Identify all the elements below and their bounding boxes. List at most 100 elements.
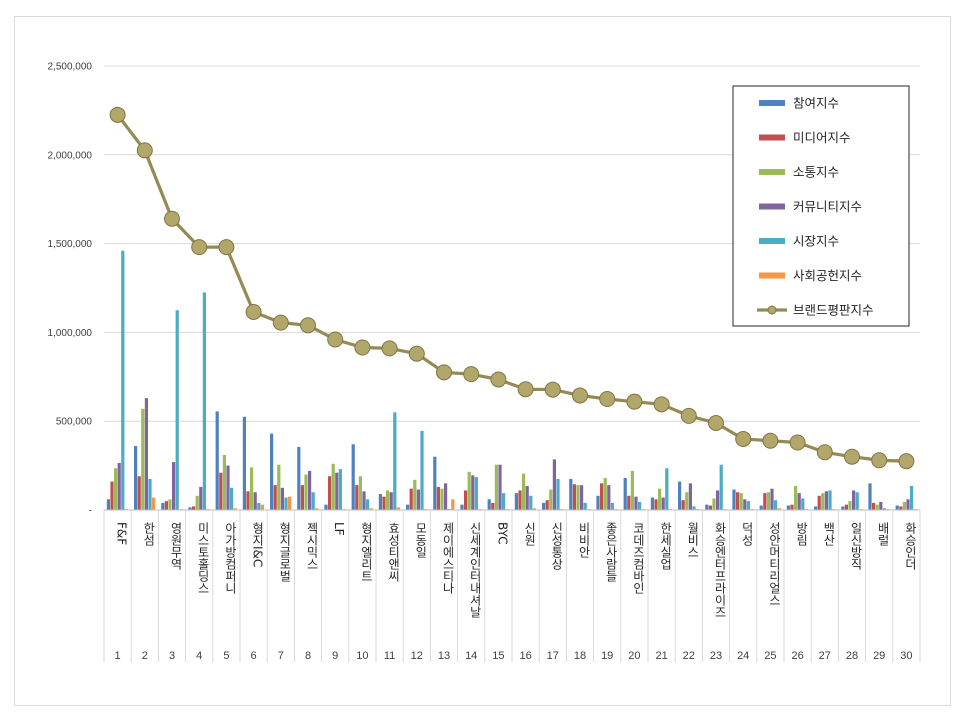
bar xyxy=(389,492,393,510)
legend-swatch xyxy=(759,169,785,175)
bar xyxy=(406,504,410,510)
bar xyxy=(141,408,145,510)
line-point xyxy=(544,381,561,398)
bar xyxy=(607,485,611,510)
rank-label: 14 xyxy=(465,650,477,662)
bar xyxy=(692,506,696,510)
category-label: 화승엔터프라이즈 xyxy=(713,522,727,618)
rank-label: 20 xyxy=(628,650,640,662)
bar xyxy=(335,472,339,510)
rank-label: 4 xyxy=(196,650,202,662)
bar xyxy=(736,492,740,510)
bar xyxy=(440,488,444,510)
bar xyxy=(172,462,176,510)
bar xyxy=(137,476,141,510)
category-label: 방림 xyxy=(795,522,809,546)
bar xyxy=(444,483,448,510)
bar xyxy=(311,492,315,510)
bar xyxy=(491,502,495,510)
bar xyxy=(416,489,420,510)
bar xyxy=(451,499,455,510)
line-point xyxy=(300,317,316,334)
bar xyxy=(396,507,400,510)
bar xyxy=(460,504,464,510)
y-tick-label: 2,000,000 xyxy=(48,150,93,161)
bar-series xyxy=(106,250,917,511)
line-point xyxy=(572,387,588,404)
bar xyxy=(549,489,553,510)
line-point xyxy=(381,340,398,357)
bar xyxy=(270,433,274,510)
bar xyxy=(233,508,237,510)
bar xyxy=(879,502,883,510)
bar xyxy=(654,499,658,510)
bar xyxy=(328,476,332,510)
line-point xyxy=(354,339,371,356)
bar xyxy=(790,504,794,510)
bar xyxy=(770,488,774,510)
rank-label: 30 xyxy=(900,650,912,662)
bar xyxy=(634,496,638,510)
rank-label: 15 xyxy=(492,650,504,662)
bar xyxy=(409,488,413,510)
bar xyxy=(369,508,373,510)
bar xyxy=(708,505,712,510)
line-point xyxy=(408,345,425,362)
legend-label: 사회공헌지수 xyxy=(793,268,862,283)
line-point xyxy=(816,444,833,461)
bar xyxy=(596,495,600,510)
bar xyxy=(192,506,196,510)
bar xyxy=(766,492,770,510)
bar xyxy=(195,495,199,510)
bar xyxy=(280,487,284,510)
bar xyxy=(188,507,192,510)
legend-label: 소통지수 xyxy=(793,165,839,180)
bar xyxy=(763,493,767,510)
bar xyxy=(665,468,669,510)
bar xyxy=(848,501,852,510)
category-label: 형지글로벌 xyxy=(278,522,292,582)
bar xyxy=(134,446,138,510)
bar xyxy=(148,478,152,510)
category-label: 아가방컴퍼니 xyxy=(223,522,237,594)
rank-label: 22 xyxy=(683,650,695,662)
bar xyxy=(576,485,580,510)
bar xyxy=(420,430,424,510)
category-label: 효성티앤씨 xyxy=(387,522,401,582)
bar xyxy=(219,472,223,510)
rank-label: 28 xyxy=(846,650,858,662)
bar xyxy=(250,467,254,510)
bar xyxy=(801,498,805,510)
bar xyxy=(868,483,872,510)
bar xyxy=(732,489,736,510)
bar xyxy=(821,493,825,510)
bar xyxy=(464,490,468,510)
legend-label: 미디어지수 xyxy=(793,130,851,145)
category-label: F&F xyxy=(115,522,129,545)
bar xyxy=(297,446,301,510)
bar xyxy=(545,500,549,510)
bar xyxy=(175,310,179,510)
bar xyxy=(910,486,914,510)
bar xyxy=(814,506,818,510)
bar xyxy=(498,464,502,510)
bar xyxy=(688,483,692,510)
bar xyxy=(852,490,856,510)
line-point xyxy=(490,371,507,388)
rank-label: 25 xyxy=(764,650,776,662)
bar xyxy=(678,481,682,510)
bar xyxy=(106,499,110,510)
bar xyxy=(583,502,587,510)
bar xyxy=(746,501,750,510)
bar xyxy=(569,478,573,510)
bar xyxy=(393,412,397,510)
rank-label: 26 xyxy=(791,650,803,662)
category-label: 좋은사람들 xyxy=(604,522,618,582)
category-label: 신세계인터내셔날 xyxy=(468,522,482,618)
bar xyxy=(906,499,910,510)
bar xyxy=(844,504,848,510)
line-point xyxy=(164,210,180,227)
reputation-line xyxy=(109,106,915,470)
rank-label: 10 xyxy=(356,650,368,662)
y-tick-label: - xyxy=(89,506,92,517)
